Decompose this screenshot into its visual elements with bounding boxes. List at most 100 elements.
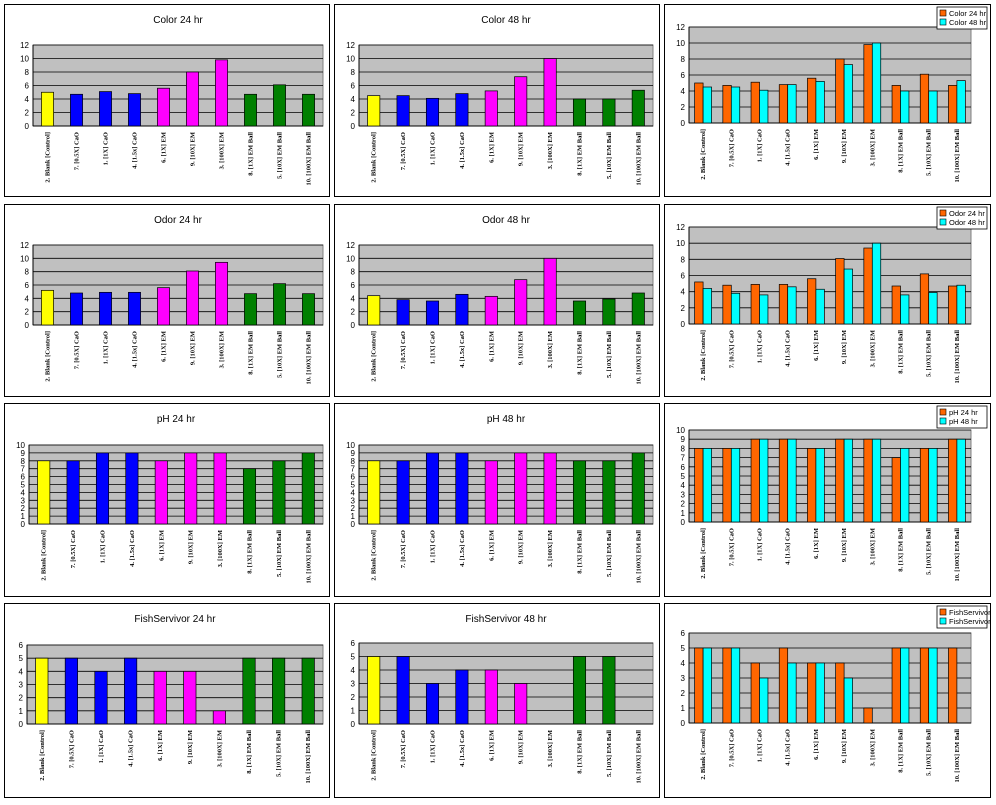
bar-8 — [244, 93, 257, 127]
legend-swatch — [939, 408, 947, 416]
x-category-label: 4. [1.5x] CaO — [129, 530, 136, 567]
bar-3 — [99, 91, 112, 127]
bar-6 — [186, 270, 199, 326]
y-tick-label: 2 — [19, 694, 24, 703]
chart-title: Color 24 hr — [153, 15, 203, 26]
x-category-label: 8. [1X] EM Ball — [248, 132, 255, 176]
bar-color-24-hr-7 — [863, 44, 873, 124]
bar-8 — [244, 293, 257, 326]
bar-7 — [212, 710, 226, 725]
x-category-label: 2. Blank [Control] — [700, 729, 707, 780]
x-category-label: 10. [100X] EM Ball — [954, 729, 961, 783]
y-tick-label: 7 — [351, 465, 356, 474]
y-tick-label: 2 — [351, 504, 356, 513]
x-category-label: 3. [100X] EM — [547, 331, 554, 368]
y-tick-label: 12 — [346, 41, 355, 50]
chart-title: pH 24 hr — [157, 414, 196, 425]
y-tick-label: 4 — [19, 667, 24, 676]
bar-3 — [95, 452, 110, 525]
legend-label: FishServivor 48 hr — [949, 617, 990, 626]
bar-7 — [215, 261, 228, 326]
bar-6 — [514, 452, 528, 525]
x-category-label: 4. [1.5x] CaO — [132, 331, 139, 368]
bar-8 — [572, 460, 587, 525]
bar-fishservivor-48-hr-1 — [702, 647, 712, 724]
bar-odor-24-hr-4 — [778, 284, 789, 325]
bar-10 — [301, 452, 315, 525]
x-category-label: 4. [1.5x] CaO — [785, 129, 792, 166]
y-tick-label: 10 — [20, 254, 29, 263]
x-category-label: 2. Blank [Control] — [371, 730, 378, 781]
x-category-label: 5. [10X] EM Ball — [926, 528, 933, 575]
y-tick-label: 0 — [351, 520, 356, 529]
y-tick-label: 0 — [19, 720, 24, 729]
x-category-label: 7. [0.5X] CaO — [400, 530, 407, 568]
bar-9 — [273, 84, 286, 127]
legend-swatch — [939, 209, 947, 217]
x-category-label: 9. [10X] EM — [518, 132, 525, 166]
y-tick-label: 12 — [346, 241, 355, 250]
bar-color-48-hr-3 — [759, 89, 769, 124]
x-category-label: 1. [1X] CaO — [757, 129, 764, 162]
y-tick-label: 8 — [351, 268, 356, 277]
chart-panel-fish-24hr: FishServivor 24 hr 0 1 2 3 4 5 6 2. Blank [Contr… — [4, 603, 330, 798]
x-category-label: 2. Blank [Control] — [700, 129, 707, 180]
legend-swatch — [939, 9, 947, 17]
y-tick-label: 8 — [681, 444, 686, 453]
x-category-label: 5. [10X] EM Ball — [606, 530, 613, 577]
y-tick-label: 1 — [351, 512, 356, 521]
bar-ph-48-hr-10 — [956, 438, 966, 523]
bar-fishservivor-24-hr-8 — [891, 647, 901, 724]
y-tick-label: 6 — [351, 639, 356, 648]
bar-2 — [396, 299, 410, 326]
x-category-label: 4. [1.5x] CaO — [459, 730, 466, 767]
bar-color-24-hr-4 — [778, 84, 789, 124]
x-category-label: 6. [1X] EM — [813, 528, 820, 559]
bar-fishservivor-48-hr-9 — [928, 647, 938, 724]
x-category-label: 3. [100X] EM — [869, 129, 876, 166]
bar-6 — [183, 670, 197, 725]
bar-ph-24-hr-7 — [863, 438, 873, 523]
bar-fishservivor-24-hr-2 — [722, 647, 732, 724]
y-tick-label: 1 — [351, 707, 356, 716]
bar-odor-48-hr-6 — [843, 268, 853, 325]
bar-4 — [455, 93, 469, 127]
x-category-label: 3. [100X] EM — [869, 528, 876, 565]
y-tick-label: 0 — [681, 518, 686, 527]
x-category-label: 3. [100X] EM — [219, 132, 226, 169]
x-category-label: 2. Blank [Control] — [45, 132, 52, 183]
y-tick-label: 2 — [681, 500, 686, 509]
y-tick-label: 0 — [681, 320, 686, 329]
y-tick-label: 0 — [351, 321, 356, 330]
bar-odor-24-hr-5 — [807, 278, 817, 325]
bar-odor-24-hr-9 — [919, 273, 930, 325]
x-category-label: 6. [1X] EM — [488, 530, 495, 561]
bar-color-24-hr-8 — [891, 85, 901, 124]
bar-6 — [514, 279, 528, 326]
bar-fishservivor-24-hr-10 — [948, 647, 958, 724]
bar-color-48-hr-2 — [730, 86, 741, 124]
x-category-label: 3. [100X] EM — [547, 530, 554, 567]
y-tick-label: 1 — [21, 512, 26, 521]
bar-8 — [242, 657, 256, 725]
bar-ph-48-hr-9 — [928, 448, 938, 523]
y-tick-label: 5 — [681, 472, 686, 481]
bar-4 — [455, 452, 469, 525]
bar-7 — [215, 59, 228, 127]
bar-1 — [367, 460, 381, 525]
y-tick-label: 6 — [25, 82, 30, 91]
chart-odor-48hr: Odor 48 hr 0 2 4 6 8 10 12 2. Blank [Control] 7. … — [346, 215, 654, 384]
y-tick-label: 4 — [351, 666, 356, 675]
y-tick-label: 5 — [681, 644, 686, 653]
bar-3 — [425, 300, 440, 326]
x-category-label: 9. [10X] EM — [518, 730, 525, 764]
bar-ph-48-hr-2 — [730, 448, 741, 523]
chart-panel-color-24hr: Color 24 hr 0 2 4 6 8 10 12 2. Blank [Control] 7.… — [4, 4, 330, 197]
y-tick-label: 7 — [21, 465, 26, 474]
y-tick-label: 0 — [25, 122, 30, 131]
x-category-label: 4. [1.5x] CaO — [132, 132, 139, 169]
bar-5 — [157, 287, 170, 326]
x-category-label: 1. [1X] CaO — [98, 730, 105, 763]
chart-odor-compare: 0 2 4 6 8 10 12 2. Blank [Control] 7. [0.5X] CaO… — [676, 206, 988, 383]
bar-ph-48-hr-3 — [759, 438, 769, 523]
